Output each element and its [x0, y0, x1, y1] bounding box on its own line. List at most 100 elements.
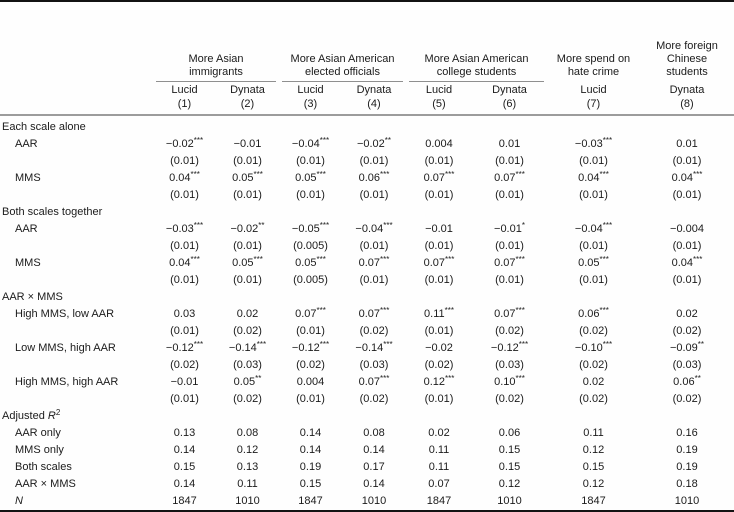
section-label: AAR × MMS — [2, 291, 63, 303]
std-error-cell: (0.02) — [579, 325, 608, 337]
coefficient-cell: 0.01 — [676, 138, 698, 150]
row-label — [0, 153, 153, 170]
significance-stars: *** — [190, 255, 200, 264]
coefficient-cell: 0.06*** — [358, 170, 390, 185]
column-header-3: Lucid (3) — [279, 82, 342, 116]
coefficient-cell: 0.07*** — [358, 374, 390, 389]
significance-stars: *** — [253, 170, 263, 179]
stat-cell: 0.14 — [299, 427, 322, 439]
coefficient-cell: 0.06*** — [578, 306, 609, 321]
coefficient-cell: 0.10*** — [494, 374, 525, 389]
coefficient-cell: 0.05*** — [295, 255, 326, 270]
significance-stars: *** — [599, 255, 609, 264]
column-group-chinese-students: More foreign Chinese students — [640, 1, 734, 82]
coefficient-cell: −0.01* — [494, 221, 525, 236]
column-group-elected-officials: More Asian American elected officials — [279, 1, 406, 82]
column-number: (7) — [586, 97, 601, 110]
std-error-cell: (0.01) — [170, 240, 199, 252]
row-label: AAR — [15, 223, 38, 235]
std-error-cell: (0.02) — [672, 393, 702, 405]
column-group-hate-crime: More spend on hate crime — [547, 1, 640, 82]
column-number: (2) — [240, 97, 255, 110]
std-error-cell: (0.02) — [495, 325, 524, 337]
stat-cell: 0.15 — [299, 478, 322, 490]
stat-cell: 0.18 — [676, 478, 698, 490]
section-label: Each scale alone — [2, 121, 86, 133]
row-label — [0, 187, 153, 204]
row-label — [0, 323, 153, 340]
coefficient-cell: −0.01 — [170, 376, 199, 388]
section-row: Both scales together — [0, 204, 734, 221]
significance-stars: *** — [316, 170, 326, 179]
table-row: MMS 0.04*** 0.05*** 0.05*** 0.07*** 0.07*** 0.… — [0, 255, 734, 272]
stat-cell: 1010 — [235, 495, 260, 507]
stat-cell: 1847 — [426, 495, 452, 507]
stat-cell: 0.12 — [582, 444, 605, 456]
std-error-cell: (0.01) — [672, 155, 702, 167]
std-error-cell: (0.03) — [359, 359, 389, 371]
stat-cell: 0.13 — [173, 427, 196, 439]
stat-cell: 1847 — [172, 495, 197, 507]
coefficient-cell: 0.11*** — [424, 306, 454, 321]
column-group-label: More spend on hate crime — [556, 53, 631, 78]
column-number: (1) — [177, 97, 192, 110]
significance-stars: *** — [602, 136, 613, 145]
coefficient-cell: 0.12*** — [423, 374, 455, 389]
significance-stars: *** — [518, 340, 529, 349]
significance-stars: *** — [380, 255, 390, 264]
section-row: AAR × MMS — [0, 289, 734, 306]
coefficient-cell: −0.01 — [425, 223, 453, 235]
significance-stars: *** — [319, 136, 330, 145]
section-row: Adjusted R2 — [0, 408, 734, 425]
std-error-cell: (0.03) — [233, 359, 262, 371]
std-error-cell: (0.01) — [170, 189, 199, 201]
coefficient-cell: 0.07*** — [358, 306, 390, 321]
std-error-cell: (0.01) — [296, 325, 325, 337]
coefficient-cell: 0.04*** — [578, 170, 609, 185]
group-cell: More spend on hate crime — [550, 53, 637, 82]
coefficient-cell: 0.02 — [676, 308, 698, 320]
significance-stars: *** — [445, 170, 455, 179]
stat-cell: 1010 — [497, 495, 522, 507]
coefficient-cell: 0.07*** — [358, 255, 390, 270]
column-header-7: Lucid (7) — [547, 82, 640, 116]
std-error-cell: (0.01) — [424, 274, 454, 286]
stub-cell — [0, 82, 153, 116]
row-label: AAR × MMS — [15, 478, 76, 490]
stat-cell: 0.15 — [582, 461, 605, 473]
std-error-cell: (0.01) — [672, 274, 702, 286]
std-error-cell: (0.02) — [495, 393, 524, 405]
std-error-cell: (0.01) — [495, 240, 524, 252]
significance-stars: *** — [319, 221, 330, 230]
group-header-row: More Asian immigrants More Asian America… — [0, 1, 734, 82]
std-error-cell: (0.005) — [293, 274, 328, 286]
stat-cell: 0.12 — [582, 478, 605, 490]
stat-cell: 0.16 — [676, 427, 698, 439]
coefficient-cell: −0.12*** — [291, 340, 330, 355]
stat-cell: 0.19 — [676, 461, 698, 473]
coefficient-cell: 0.04*** — [169, 170, 200, 185]
significance-stars: *** — [190, 170, 200, 179]
significance-stars: *** — [383, 340, 393, 349]
significance-stars: *** — [599, 306, 609, 315]
column-header-4: Dynata (4) — [342, 82, 406, 116]
stat-cell: 0.12 — [498, 478, 521, 490]
stat-cell: 0.13 — [236, 461, 259, 473]
std-error-cell: (0.02) — [233, 325, 262, 337]
significance-stars: *** — [380, 374, 390, 383]
table-row: N 1847 1010 1847 1010 1847 1010 1847 1010 — [0, 493, 734, 511]
stat-cell: 0.11 — [428, 461, 450, 473]
stat-cell: 0.08 — [236, 427, 259, 439]
stat-cell: 0.15 — [498, 461, 521, 473]
section-label: Adjusted R2 — [2, 408, 61, 423]
table-body: Each scale alone AAR −0.02*** −0.01 −0.04***… — [0, 115, 734, 511]
coefficient-cell: 0.07*** — [494, 306, 525, 321]
table-row: Low MMS, high AAR −0.12*** −0.14*** −0.12**… — [0, 340, 734, 357]
stat-cell: 0.11 — [583, 427, 604, 439]
std-error-cell: (0.01) — [424, 155, 454, 167]
significance-stars: *** — [445, 255, 455, 264]
column-header-5: Lucid (5) — [406, 82, 472, 116]
significance-stars: *** — [515, 170, 525, 179]
column-number: (5) — [432, 97, 446, 110]
